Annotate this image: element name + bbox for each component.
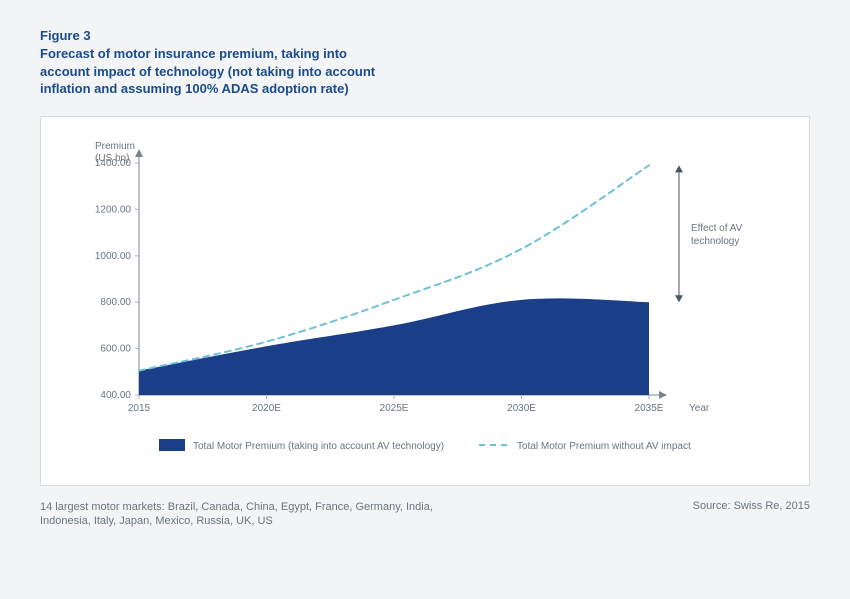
legend-label-dash: Total Motor Premium without AV impact xyxy=(517,441,691,452)
source-text: Source: Swiss Re, 2015 xyxy=(693,500,810,512)
x-tick-label: 2025E xyxy=(380,403,409,414)
annotation-text: technology xyxy=(691,235,739,246)
y-tick-label: 600.00 xyxy=(100,343,131,354)
series-area xyxy=(139,298,649,395)
chart-svg: Premium(US bn)400.00600.00800.001000.001… xyxy=(69,135,749,465)
y-tick-label: 1000.00 xyxy=(95,250,132,261)
y-tick-label: 400.00 xyxy=(100,390,131,401)
figure-label: Figure 3 xyxy=(40,28,810,43)
x-tick-label: 2030E xyxy=(507,403,536,414)
legend-label-area: Total Motor Premium (taking into account… xyxy=(193,441,444,452)
x-axis-label: Year xyxy=(689,403,710,414)
footnote-text: 14 largest motor markets: Brazil, Canada… xyxy=(40,500,460,530)
annotation-arrowhead xyxy=(675,295,683,302)
figure-footer: 14 largest motor markets: Brazil, Canada… xyxy=(40,500,810,530)
y-axis-arrow xyxy=(135,149,143,157)
figure-title: Forecast of motor insurance premium, tak… xyxy=(40,45,400,98)
y-tick-label: 1200.00 xyxy=(95,204,132,215)
x-tick-label: 2035E xyxy=(635,403,664,414)
x-tick-label: 2015 xyxy=(128,403,151,414)
y-tick-label: 800.00 xyxy=(100,297,131,308)
legend-swatch-area xyxy=(159,439,185,451)
x-axis-arrow xyxy=(659,391,667,399)
x-tick-label: 2020E xyxy=(252,403,281,414)
chart-panel: Premium(US bn)400.00600.00800.001000.001… xyxy=(40,116,810,486)
figure-container: Figure 3 Forecast of motor insurance pre… xyxy=(0,0,850,599)
annotation-arrowhead xyxy=(675,165,683,172)
y-tick-label: 1400.00 xyxy=(95,158,132,169)
annotation-text: Effect of AV xyxy=(691,222,743,233)
y-axis-label: Premium xyxy=(95,141,135,152)
